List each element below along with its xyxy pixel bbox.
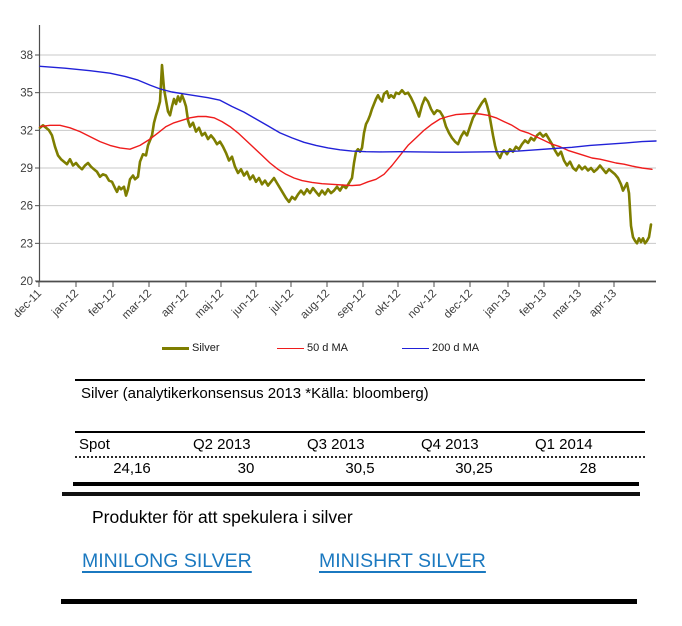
svg-text:maj-12: maj-12 [193,288,226,321]
svg-text:26: 26 [20,201,33,213]
page-bottom-rule [61,599,637,604]
svg-text:23: 23 [20,238,33,250]
svg-text:aug-12: aug-12 [298,288,332,322]
svg-text:35: 35 [20,88,33,100]
value-q2-2013: 30 [237,460,255,477]
svg-text:apr-12: apr-12 [159,288,191,320]
consensus-table-values-row: 24,16 30 30,5 30,25 28 [75,460,645,477]
minilong-silver-link[interactable]: MINILONG SILVER [82,550,252,572]
consensus-table-header-row: Spot Q2 2013 Q3 2013 Q4 2013 Q1 2014 [75,436,645,453]
svg-text:mar-13: mar-13 [550,288,584,322]
legend-item-200dma: 200 d MA [402,341,479,355]
legend-label-200dma: 200 d MA [432,342,480,354]
legend-label-50dma: 50 d MA [307,342,348,354]
svg-text:nov-12: nov-12 [406,288,439,321]
table-dotted-rule [75,456,645,458]
column-header-q2-2013: Q2 2013 [193,436,251,453]
y-axis-labels: 20 23 26 29 32 35 38 [20,50,33,288]
value-q1-2014: 28 [579,460,597,477]
series-line-silver [38,63,653,245]
table-header-rule [75,431,645,433]
svg-text:jun-12: jun-12 [229,288,261,320]
svg-text:29: 29 [20,163,33,175]
consensus-table-title: Silver (analytikerkonsensus 2013 *Källa:… [81,385,429,402]
value-q3-2013: 30,5 [345,460,375,477]
column-header-spot: Spot [79,436,110,453]
table-top-rule [75,379,645,381]
svg-text:dec-12: dec-12 [442,288,475,321]
svg-text:32: 32 [20,125,33,137]
svg-text:okt-12: okt-12 [372,288,403,319]
legend-swatch-silver [162,346,189,350]
x-axis-labels: dec-11 jan-12 feb-12 mar-12 apr-12 maj-12 jun-… [11,288,619,322]
legend-label-silver: Silver [192,342,220,354]
svg-text:jan-13: jan-13 [481,288,513,320]
value-spot: 24,16 [113,460,151,477]
column-header-q1-2014: Q1 2014 [535,436,593,453]
column-header-q4-2013: Q4 2013 [421,436,479,453]
svg-text:jul-12: jul-12 [267,288,296,317]
legend-swatch-200dma [402,347,429,349]
svg-text:sep-12: sep-12 [335,288,368,321]
svg-text:38: 38 [20,50,33,62]
svg-text:mar-12: mar-12 [120,288,154,322]
svg-text:feb-12: feb-12 [87,288,119,320]
table-bottom-rule-2 [62,492,640,496]
legend-item-50dma: 50 d MA [277,341,348,355]
chart-gridlines [39,54,656,244]
svg-text:20: 20 [20,276,33,288]
chart-legend: Silver 50 d MA 200 d MA [0,341,682,357]
minishrt-silver-link[interactable]: MINISHRT SILVER [319,550,486,572]
chart-axes [35,25,656,287]
series-line-50-d-ma [39,112,653,187]
products-heading: Produkter för att spekulera i silver [92,507,353,527]
svg-text:apr-13: apr-13 [587,288,619,320]
svg-text:jan-12: jan-12 [49,288,81,320]
value-q4-2013: 30,25 [455,460,493,477]
svg-text:feb-13: feb-13 [518,288,550,320]
svg-text:dec-11: dec-11 [11,288,44,321]
series-line-200-d-ma [39,65,657,153]
legend-item-silver: Silver [162,341,220,355]
table-bottom-rule-1 [73,482,639,486]
legend-swatch-50dma [277,347,304,349]
column-header-q3-2013: Q3 2013 [307,436,365,453]
